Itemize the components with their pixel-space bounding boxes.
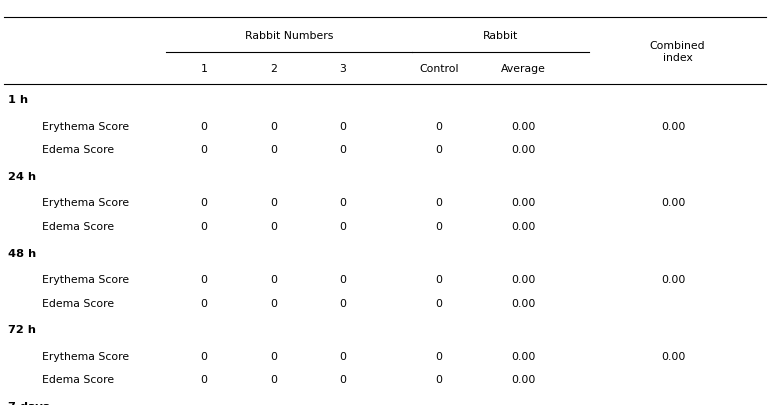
Text: Edema Score: Edema Score: [42, 298, 115, 308]
Text: 0: 0: [339, 275, 346, 284]
Text: 0: 0: [270, 298, 277, 308]
Text: Erythema Score: Erythema Score: [42, 351, 129, 361]
Text: 0: 0: [200, 351, 208, 361]
Text: 0: 0: [270, 122, 277, 131]
Text: 0: 0: [200, 275, 208, 284]
Text: 2: 2: [270, 64, 276, 74]
Text: 0: 0: [339, 198, 346, 208]
Text: 0: 0: [200, 198, 208, 208]
Text: Erythema Score: Erythema Score: [42, 122, 129, 131]
Text: Average: Average: [501, 64, 546, 74]
Text: 72 h: 72 h: [8, 324, 35, 335]
Text: 0.00: 0.00: [511, 298, 536, 308]
Text: 0: 0: [435, 198, 443, 208]
Text: 0: 0: [339, 222, 346, 231]
Text: 0: 0: [200, 375, 208, 384]
Text: 0: 0: [339, 375, 346, 384]
Text: 0.00: 0.00: [511, 351, 536, 361]
Text: Rabbit Numbers: Rabbit Numbers: [245, 30, 333, 40]
Text: Rabbit: Rabbit: [483, 30, 518, 40]
Text: 0.00: 0.00: [511, 375, 536, 384]
Text: Erythema Score: Erythema Score: [42, 275, 129, 284]
Text: 0: 0: [339, 122, 346, 131]
Text: Edema Score: Edema Score: [42, 222, 115, 231]
Text: 7 days: 7 days: [8, 401, 49, 405]
Text: 0: 0: [435, 222, 443, 231]
Text: 0: 0: [200, 298, 208, 308]
Text: 0.00: 0.00: [661, 351, 686, 361]
Text: Edema Score: Edema Score: [42, 145, 115, 155]
Text: Combined
index: Combined index: [650, 40, 705, 63]
Text: 0: 0: [200, 122, 208, 131]
Text: 0: 0: [339, 351, 346, 361]
Text: 0: 0: [270, 145, 277, 155]
Text: 0.00: 0.00: [511, 222, 536, 231]
Text: 0.00: 0.00: [511, 198, 536, 208]
Text: 24 h: 24 h: [8, 171, 36, 181]
Text: 0.00: 0.00: [661, 122, 686, 131]
Text: Edema Score: Edema Score: [42, 375, 115, 384]
Text: 0: 0: [435, 298, 443, 308]
Text: 0: 0: [270, 275, 277, 284]
Text: 0.00: 0.00: [511, 145, 536, 155]
Text: 0: 0: [339, 145, 346, 155]
Text: Erythema Score: Erythema Score: [42, 198, 129, 208]
Text: 0: 0: [435, 122, 443, 131]
Text: 3: 3: [340, 64, 346, 74]
Text: 0: 0: [200, 222, 208, 231]
Text: 1 h: 1 h: [8, 95, 28, 105]
Text: 0.00: 0.00: [661, 198, 686, 208]
Text: 0: 0: [339, 298, 346, 308]
Text: 0: 0: [270, 375, 277, 384]
Text: 0: 0: [270, 351, 277, 361]
Text: 0: 0: [270, 222, 277, 231]
Text: 0: 0: [435, 351, 443, 361]
Text: 0: 0: [435, 145, 443, 155]
Text: Control: Control: [419, 64, 459, 74]
Text: 0: 0: [435, 275, 443, 284]
Text: 0.00: 0.00: [661, 275, 686, 284]
Text: 0: 0: [435, 375, 443, 384]
Text: 0.00: 0.00: [511, 275, 536, 284]
Text: 48 h: 48 h: [8, 248, 36, 258]
Text: 1: 1: [201, 64, 207, 74]
Text: 0: 0: [200, 145, 208, 155]
Text: 0: 0: [270, 198, 277, 208]
Text: 0.00: 0.00: [511, 122, 536, 131]
